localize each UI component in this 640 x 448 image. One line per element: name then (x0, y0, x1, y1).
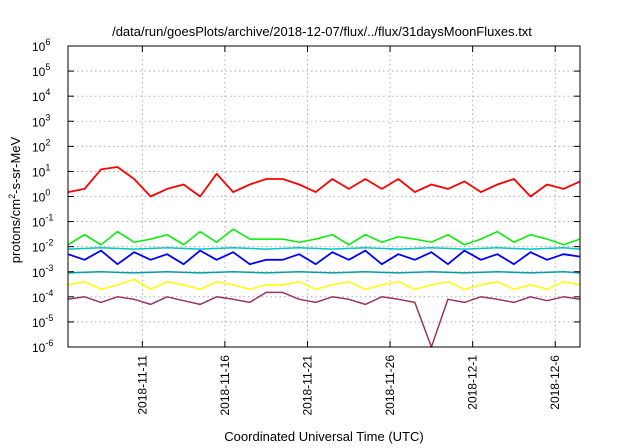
y-tick-labels: 10-610-510-410-310-210-11001011021031041… (32, 37, 53, 355)
y-tick-label-base: 10 (32, 316, 46, 330)
grid-lines (68, 46, 580, 347)
y-tick-label-base: 10 (32, 90, 46, 104)
x-tick-label: 2018-11-16 (218, 355, 232, 416)
y-axis-label-part-a: protons/cm (8, 199, 23, 263)
series-line-3 (67, 249, 581, 266)
y-tick-label-base: 10 (32, 241, 46, 255)
y-tick-label: 106 (32, 37, 50, 54)
series-lines (67, 166, 581, 348)
x-tick-label: 2018-12-1 (466, 355, 480, 410)
y-tick-label-base: 10 (32, 40, 46, 54)
axis-ticks (68, 45, 580, 348)
y-tick-label-base: 10 (32, 65, 46, 79)
series-line-1 (67, 166, 581, 198)
series-line-7 (67, 291, 581, 348)
series-line-4 (67, 247, 581, 250)
y-tick-label: 103 (32, 112, 50, 129)
y-axis-label: protons/cm2-s-sr-MeV (7, 136, 23, 263)
y-tick-label-exponent: -5 (45, 313, 53, 323)
x-tick-label: 2018-12-6 (548, 355, 562, 410)
y-tick-label: 105 (32, 62, 50, 79)
y-tick-label-exponent: -3 (45, 263, 53, 273)
y-tick-label: 104 (32, 87, 50, 104)
y-tick-label-exponent: 1 (45, 162, 50, 172)
y-tick-label-base: 10 (32, 341, 46, 355)
series-line-6 (67, 278, 581, 291)
y-tick-label-exponent: 4 (45, 87, 50, 97)
x-tick-labels: 2018-11-11 2018-11-16 2018-11-21 2018-11-26… (135, 355, 562, 416)
y-tick-label-base: 10 (32, 165, 46, 179)
x-tick-label: 2018-11-11 (135, 355, 149, 415)
y-tick-label: 10-5 (32, 313, 53, 330)
y-tick-label: 10-4 (32, 288, 53, 305)
y-tick-label-exponent: 0 (45, 188, 50, 198)
y-tick-label: 10-1 (32, 213, 53, 230)
x-axis-label: Coordinated Universal Time (UTC) (224, 429, 423, 444)
y-tick-label: 100 (32, 188, 50, 205)
series-line-2 (67, 228, 581, 246)
y-tick-label-exponent: 3 (45, 112, 50, 122)
y-tick-label-base: 10 (32, 266, 46, 280)
y-tick-label-exponent: -1 (45, 213, 53, 223)
y-axis-label-part-b: -s-sr-MeV (8, 136, 23, 193)
y-tick-label-exponent: 6 (45, 37, 50, 47)
x-tick-label: 2018-11-21 (300, 355, 314, 416)
y-axis-label-superscript: 2 (7, 194, 17, 199)
chart-title: /data/run/goesPlots/archive/2018-12-07/f… (112, 24, 532, 39)
y-tick-label-base: 10 (32, 115, 46, 129)
y-tick-label-base: 10 (32, 140, 46, 154)
y-tick-label: 10-3 (32, 263, 53, 280)
y-tick-label-exponent: -6 (45, 338, 53, 348)
y-tick-label-exponent: 5 (45, 62, 50, 72)
y-tick-label-base: 10 (32, 216, 46, 230)
y-tick-label-base: 10 (32, 191, 46, 205)
y-tick-label: 102 (32, 137, 50, 154)
series-line-5 (67, 271, 581, 274)
y-tick-label-base: 10 (32, 291, 46, 305)
y-tick-label-exponent: -2 (45, 238, 53, 248)
y-tick-label-exponent: -4 (45, 288, 53, 298)
y-tick-label: 10-6 (32, 338, 53, 355)
y-tick-label: 101 (32, 162, 50, 179)
y-tick-label: 10-2 (32, 238, 53, 255)
x-tick-label: 2018-11-26 (383, 355, 397, 416)
y-tick-label-exponent: 2 (45, 137, 50, 147)
